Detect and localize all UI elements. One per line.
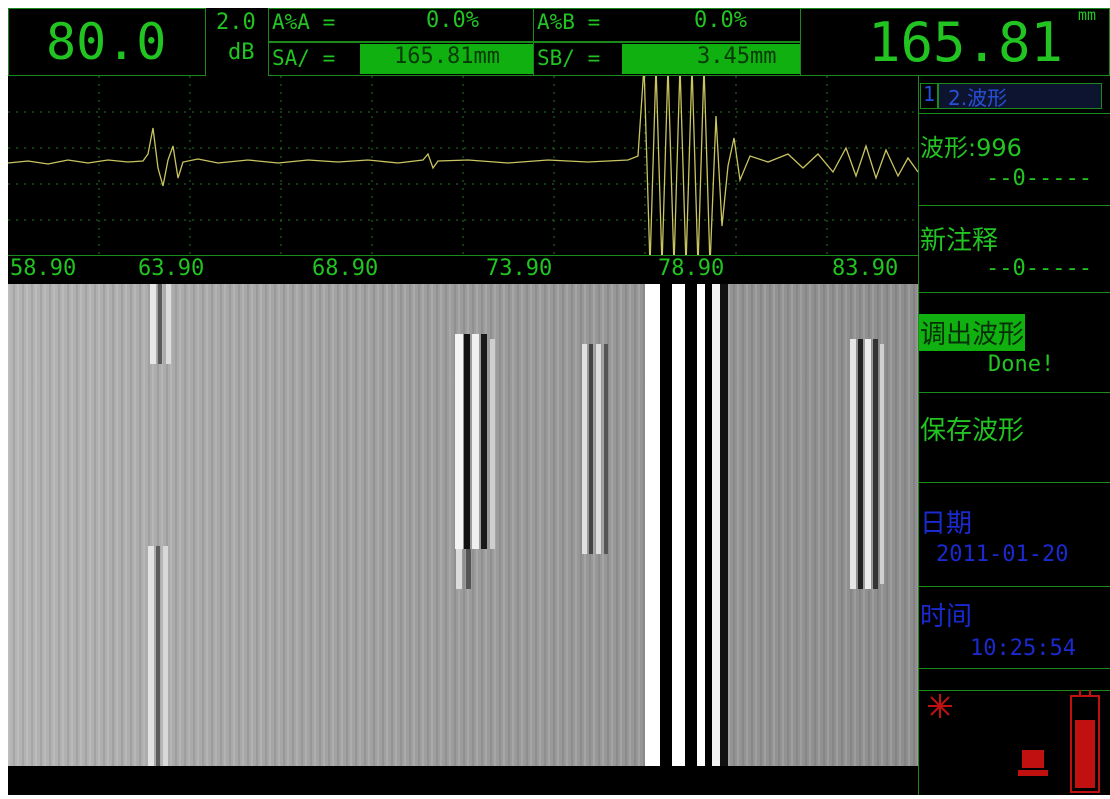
field-value: 165.81mm (394, 44, 500, 69)
separator (918, 668, 1110, 669)
status-icons (918, 690, 1110, 795)
trace (150, 284, 156, 364)
trace (582, 344, 587, 554)
gain: 80.0 (46, 12, 166, 72)
trace (156, 546, 160, 766)
menu-value: Done! (988, 352, 1054, 377)
trace (472, 334, 479, 549)
page-number[interactable]: 1 (923, 82, 935, 106)
trace (865, 339, 871, 589)
trace (466, 549, 471, 589)
trace (490, 339, 495, 549)
menu-label[interactable]: 调出波形 (919, 314, 1025, 351)
trace (858, 339, 863, 589)
device-screen: 80.0 2.0 dB A%A = 0.0% SA/ = 165.81mm A%… (0, 0, 1110, 799)
field-label: A%A = (272, 10, 335, 34)
trace (705, 284, 712, 766)
trace (880, 344, 884, 584)
separator (918, 586, 1110, 587)
trace (481, 334, 487, 549)
axis-label: 73.90 (486, 256, 552, 281)
trace (456, 549, 462, 589)
trace (163, 546, 168, 766)
field-label: SB/ = (537, 46, 600, 70)
menu-label: 日期 (920, 503, 972, 540)
field-value: 3.45mm (697, 44, 776, 69)
grid (8, 76, 918, 256)
trace (672, 284, 685, 766)
axis-label: 78.90 (658, 256, 724, 281)
trace (158, 284, 162, 364)
menu-value: --0----- (986, 256, 1092, 281)
tab[interactable]: 2.波形 (948, 82, 1007, 111)
trace (596, 344, 601, 554)
trace (148, 546, 154, 766)
trace (660, 284, 672, 766)
trace (464, 334, 470, 549)
freeze-icon (928, 694, 952, 718)
trace (712, 284, 720, 766)
waveform (8, 76, 918, 256)
panel-border (918, 76, 919, 795)
menu-value: 10:25:54 (970, 636, 1076, 661)
axis-label: 63.90 (138, 256, 204, 281)
field-value: 0.0% (694, 8, 747, 33)
menu-label[interactable]: 新注释 (920, 220, 998, 257)
trace (604, 344, 608, 554)
field-label: A%B = (537, 10, 600, 34)
separator (918, 482, 1110, 483)
computer-icon (1018, 750, 1048, 776)
trace (455, 334, 463, 549)
menu-label[interactable]: 保存波形 (920, 410, 1024, 447)
gain-step: 2.0 (216, 10, 256, 35)
menu-value: --0----- (986, 166, 1092, 191)
axis-label: 83.90 (832, 256, 898, 281)
trace (697, 284, 705, 766)
gain-unit: dB (228, 40, 255, 65)
trace (850, 339, 856, 589)
b-scan (8, 284, 918, 766)
menu-value: 2011-01-20 (936, 542, 1068, 567)
trace (873, 339, 878, 589)
battery-icon (1071, 690, 1099, 792)
trace (685, 284, 697, 766)
reading: 165.81 (868, 12, 1063, 74)
trace (720, 284, 728, 766)
trace (645, 284, 660, 766)
axis-label: 58.90 (10, 256, 76, 281)
trace (166, 284, 171, 364)
reading-unit: mm (1078, 6, 1096, 24)
menu-label[interactable]: 波形:996 (920, 128, 1022, 163)
separator (918, 392, 1110, 393)
separator (918, 113, 1110, 114)
separator (918, 292, 1110, 293)
field-value: 0.0% (426, 8, 479, 33)
separator (918, 205, 1110, 206)
menu-label: 时间 (920, 596, 972, 633)
trace (589, 344, 593, 554)
field-label: SA/ = (272, 46, 335, 70)
axis-label: 68.90 (312, 256, 378, 281)
